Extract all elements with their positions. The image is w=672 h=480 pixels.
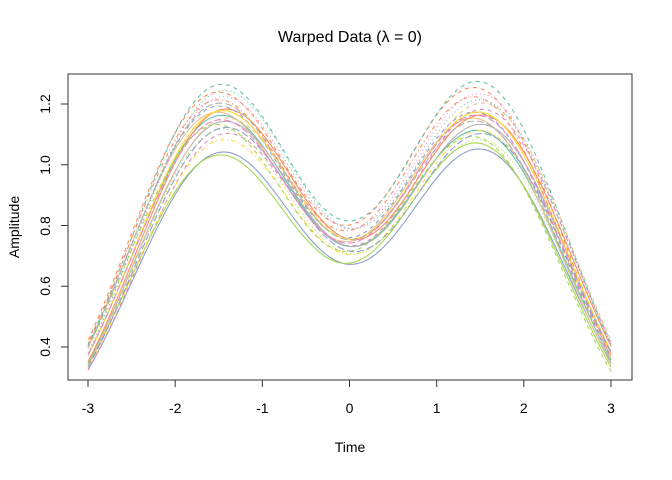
series-curve-18 <box>87 96 612 357</box>
series-curve-20 <box>87 114 612 358</box>
x-tick-label: 3 <box>607 400 615 416</box>
series-curve-12 <box>87 93 612 353</box>
x-tick-label: 2 <box>519 400 528 416</box>
x-tick-label: -2 <box>168 400 182 416</box>
series-curve-5 <box>87 142 612 368</box>
x-tick-label: 1 <box>432 400 441 416</box>
series-curve-21 <box>87 128 612 364</box>
x-tick-label: -1 <box>256 400 269 416</box>
series-curve-19 <box>87 126 612 368</box>
x-tick-label: -3 <box>81 400 95 416</box>
y-tick-label: 0.8 <box>37 215 53 236</box>
series-curve-17 <box>87 90 612 353</box>
chart-title: Warped Data (λ = 0) <box>278 29 422 46</box>
series-curve-16 <box>87 102 612 361</box>
series-curve-15 <box>87 102 612 367</box>
series-curve-2 <box>87 87 612 354</box>
series-curve-4 <box>87 108 612 371</box>
y-tick-label: 1.0 <box>37 155 53 175</box>
x-axis-title: Time <box>334 439 366 455</box>
y-tick-label: 0.4 <box>37 337 53 357</box>
series-curve-6 <box>87 130 612 368</box>
series-curve-8 <box>87 120 612 364</box>
plot-box <box>67 73 633 381</box>
y-tick-label: 1.2 <box>37 94 53 114</box>
y-axis-title-text: Amplitude <box>6 195 22 259</box>
series-curve-13 <box>87 124 612 372</box>
y-tick-label: 0.6 <box>37 276 53 296</box>
series-curve-7 <box>87 111 612 365</box>
x-tick-label: 0 <box>345 400 354 416</box>
series-curve-9 <box>87 80 612 346</box>
series-curve-11 <box>87 105 612 360</box>
